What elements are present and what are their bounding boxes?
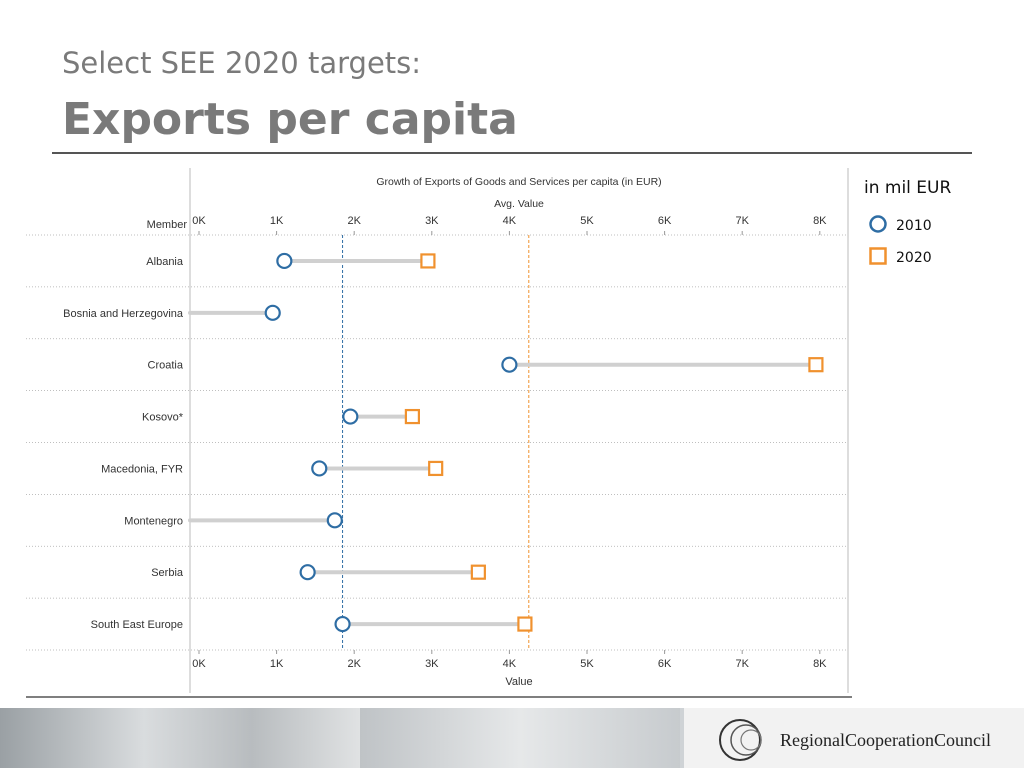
title-divider: [52, 152, 972, 154]
x-tick-label-top: 2K: [347, 215, 361, 227]
x-axis-label: Value: [505, 676, 532, 688]
top-axis-label: Avg. Value: [494, 198, 544, 210]
chart-title: Growth of Exports of Goods and Services …: [376, 176, 661, 188]
marker-2010: [311, 460, 328, 477]
chart-marks: 0K 0K 1K 1K 2K 2K 3K 3K 4K 4K 5K 5K 6K 6K 7K 7K 8K 8K Alba…: [26, 168, 852, 698]
marker-2020: [470, 564, 486, 580]
x-tick-label-bottom: 6K: [658, 658, 672, 670]
x-tick-label-bottom: 3K: [425, 658, 439, 670]
category-label: Bosnia and Herzegovina: [63, 308, 184, 320]
marker-2010: [501, 356, 518, 373]
x-tick-label-top: 7K: [735, 215, 749, 227]
circle-icon: [869, 215, 887, 233]
x-tick-label-top: 8K: [813, 215, 827, 227]
marker-2010: [264, 304, 281, 321]
category-label: Serbia: [151, 567, 184, 579]
category-label: South East Europe: [91, 619, 183, 631]
x-tick-label-bottom: 1K: [270, 658, 284, 670]
row-header-label: Member: [147, 219, 188, 231]
x-tick-label-bottom: 8K: [813, 658, 827, 670]
slide-subtitle: Select SEE 2020 targets:: [62, 46, 422, 80]
marker-2010: [334, 615, 351, 633]
category-label: Albania: [146, 256, 184, 268]
category-label: Croatia: [148, 360, 184, 372]
legend-label: 2020: [896, 250, 932, 266]
chart-container: Growth of Exports of Goods and Services …: [0, 158, 860, 700]
category-label: Kosovo*: [142, 412, 184, 424]
marker-2010: [342, 408, 359, 425]
x-tick-label-bottom: 4K: [503, 658, 517, 670]
footer-logo-text: RegionalCooperationCouncil: [780, 730, 991, 750]
legend-title: in mil EUR: [864, 178, 952, 198]
footer-banner: RegionalCooperationCouncil: [0, 708, 1024, 768]
footer-photo: [0, 708, 360, 768]
marker-2010: [276, 252, 293, 270]
x-tick-label-bottom: 0K: [192, 658, 206, 670]
rcc-logo-icon: [719, 719, 762, 761]
footer-logo: RegionalCooperationCouncil: [684, 708, 1024, 768]
category-label: Montenegro: [124, 515, 183, 527]
x-tick-label-top: 0K: [192, 215, 206, 227]
x-tick-label-top: 3K: [425, 215, 439, 227]
x-tick-label-top: 1K: [270, 215, 284, 227]
x-tick-label-top: 5K: [580, 215, 594, 227]
marker-2020: [404, 408, 420, 425]
x-tick-label-top: 4K: [503, 215, 517, 227]
x-tick-label-bottom: 5K: [580, 658, 594, 670]
x-tick-label-bottom: 7K: [735, 658, 749, 670]
marker-2020: [517, 616, 533, 632]
marker-2020: [808, 357, 824, 373]
category-label: Macedonia, FYR: [101, 463, 183, 475]
marker-2020: [420, 253, 436, 269]
square-icon: [869, 247, 887, 265]
legend-label: 2010: [896, 218, 932, 234]
legend-item-2020: 2020: [864, 242, 1014, 274]
footer-photo: [360, 708, 680, 768]
legend-item-2010: 2010: [864, 210, 1014, 242]
marker-2010: [326, 512, 343, 529]
dumbbell-chart: Growth of Exports of Goods and Services …: [26, 168, 852, 698]
chart-legend: in mil EUR 2010 2020: [864, 178, 1014, 274]
marker-2020: [428, 460, 444, 477]
x-tick-label-bottom: 2K: [347, 658, 361, 670]
x-tick-label-top: 6K: [658, 215, 672, 227]
slide-title: Exports per capita: [62, 94, 518, 145]
marker-2010: [299, 564, 316, 581]
